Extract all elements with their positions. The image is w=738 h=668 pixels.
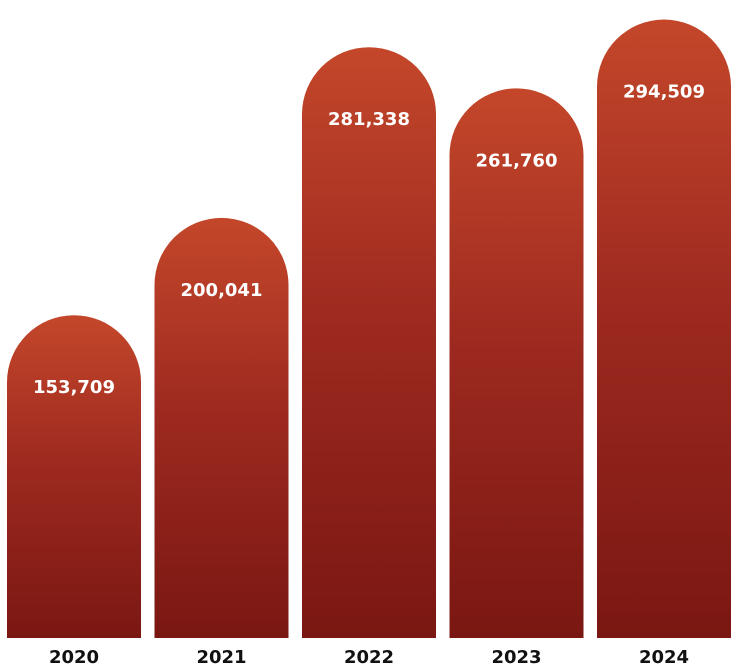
data-label-2022: 281,338 [328, 109, 410, 130]
x-tick-label-2020: 2020 [49, 647, 99, 668]
bar-2024 [596, 19, 731, 638]
data-label-2023: 261,760 [476, 150, 558, 171]
bar-2022 [302, 47, 436, 639]
bar-2021 [154, 217, 289, 639]
data-label-2024: 294,509 [623, 82, 705, 103]
bars-group [7, 19, 731, 639]
data-labels-group: 153,709 200,041 281,338 261,760 294,509 [33, 82, 705, 399]
bar-2020 [7, 315, 141, 638]
data-label-2021: 200,041 [181, 280, 263, 301]
data-label-2020: 153,709 [33, 377, 115, 398]
bar-2023 [449, 88, 584, 639]
x-tick-label-2021: 2021 [196, 647, 246, 668]
x-tick-label-2023: 2023 [491, 647, 541, 668]
x-axis-tick-labels: 2020 2021 2022 2023 2024 [49, 647, 689, 668]
x-tick-label-2022: 2022 [344, 647, 394, 668]
x-tick-label-2024: 2024 [639, 647, 689, 668]
